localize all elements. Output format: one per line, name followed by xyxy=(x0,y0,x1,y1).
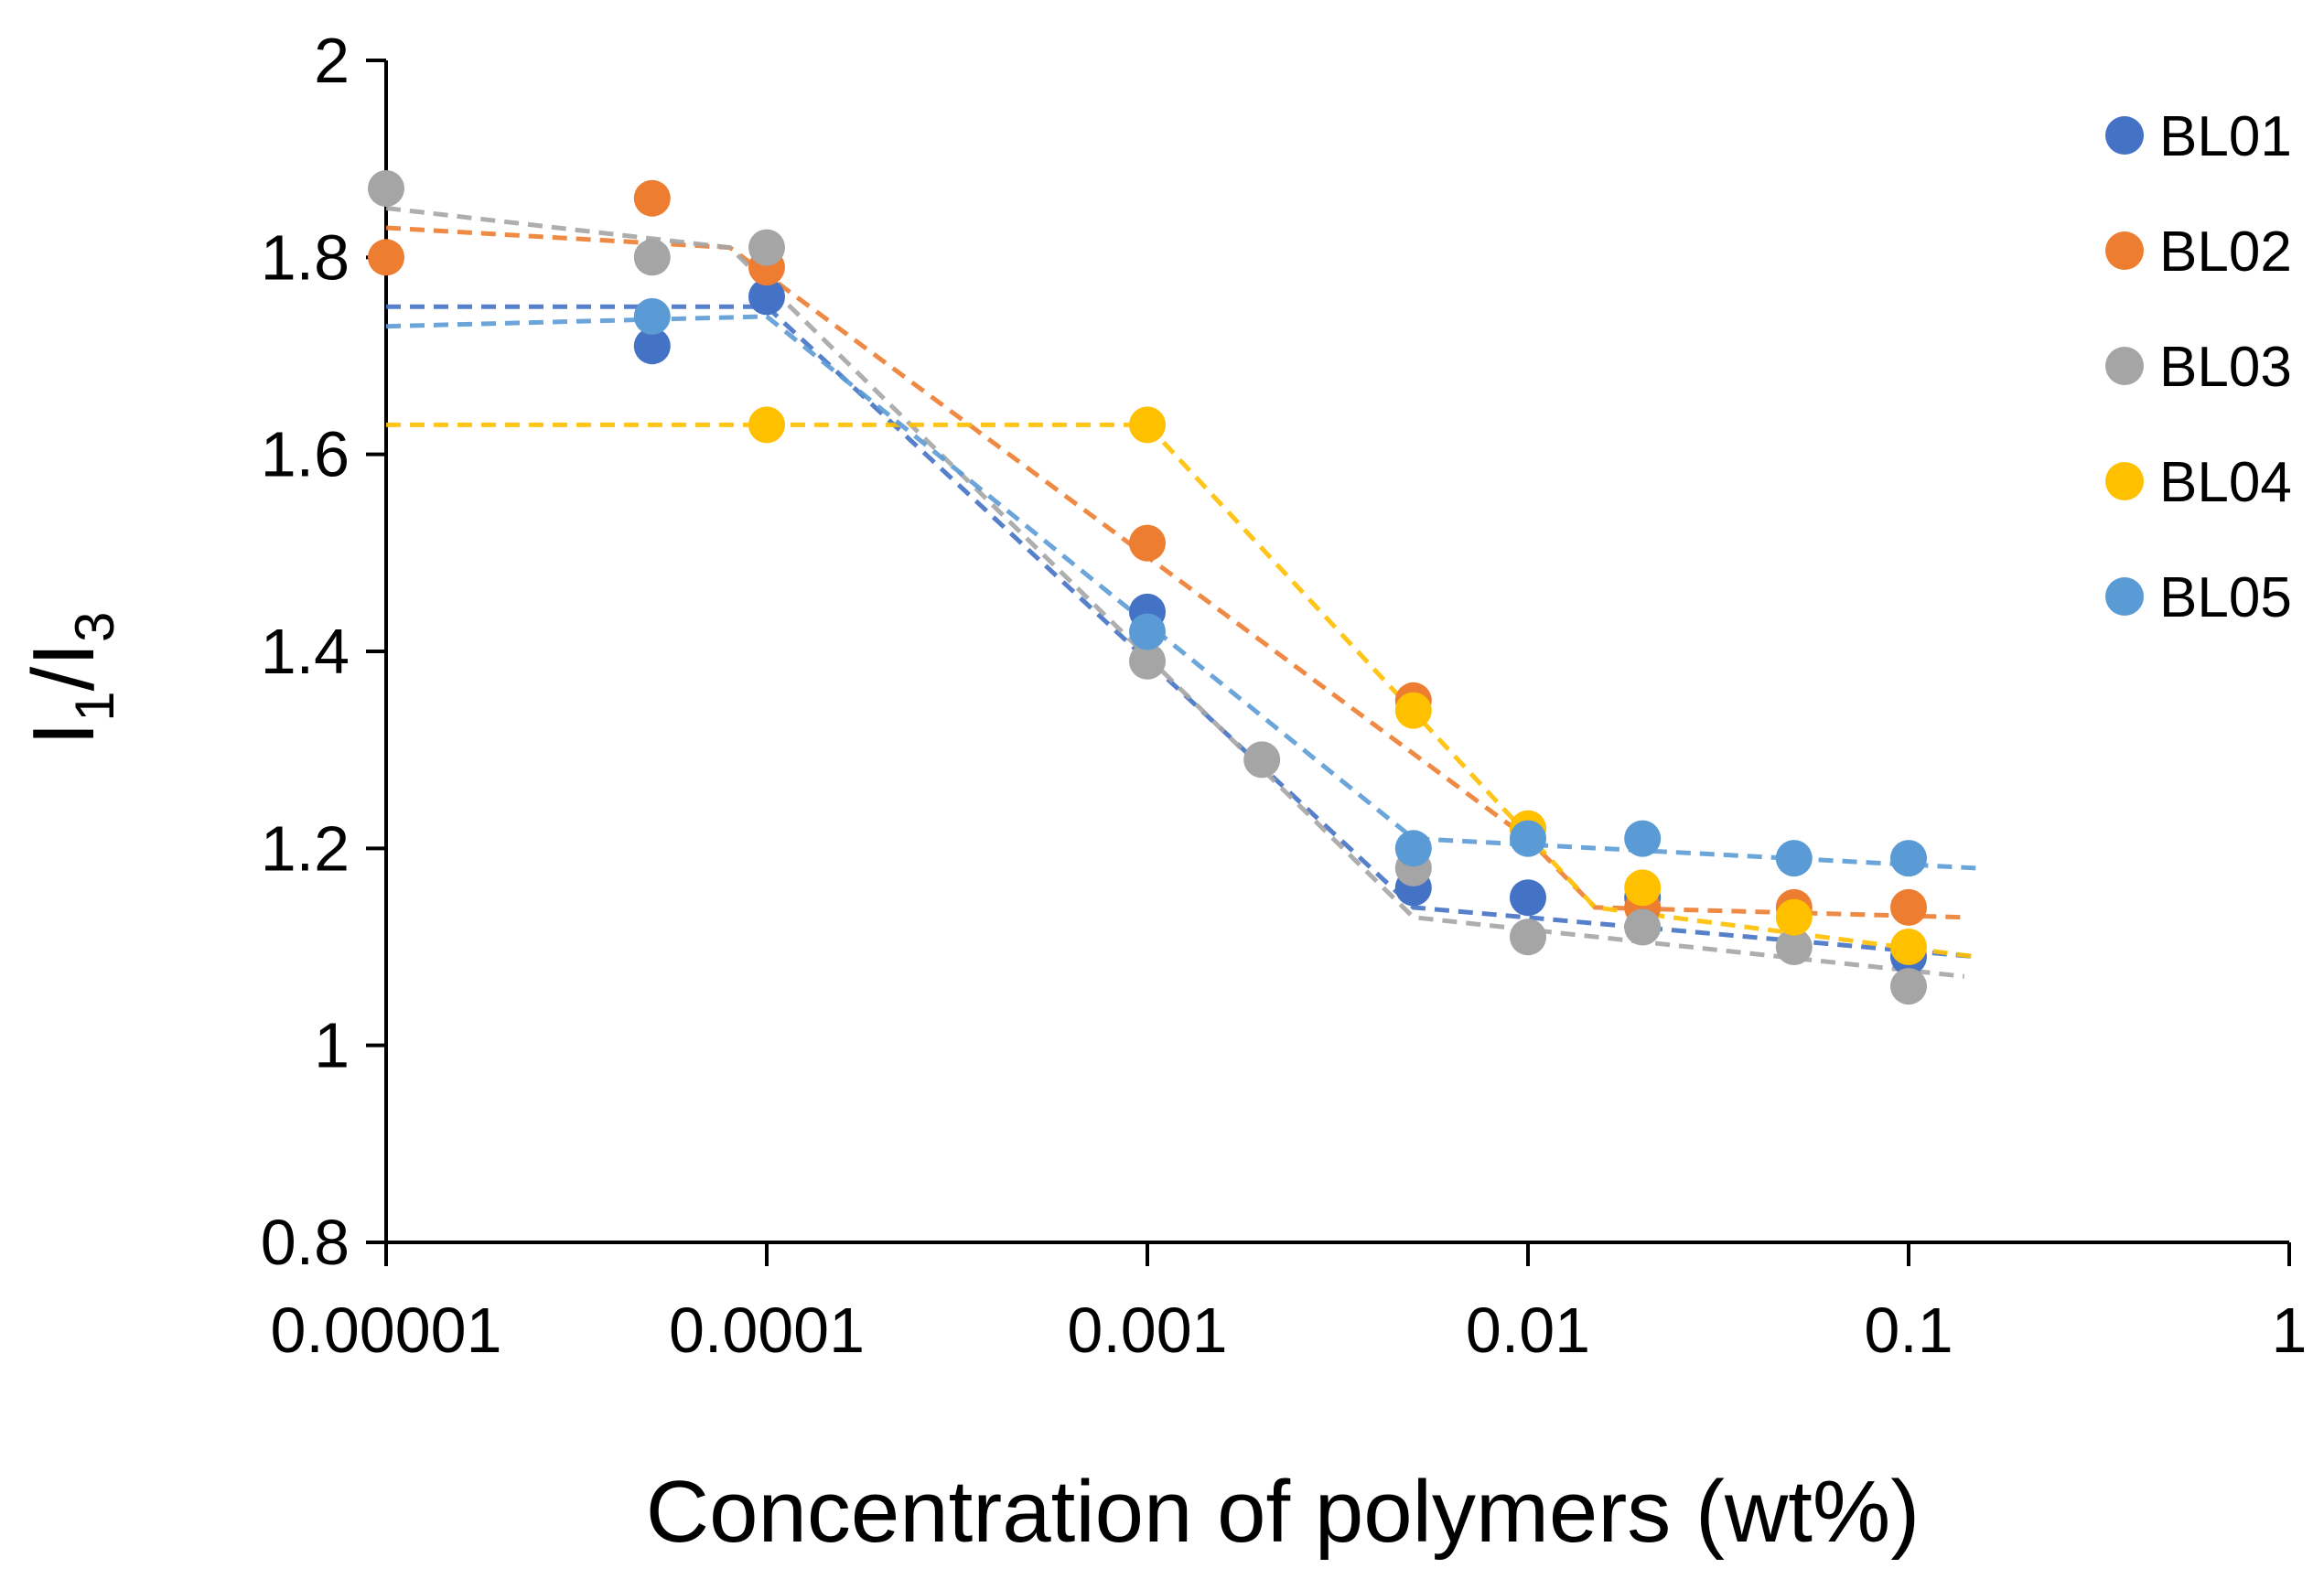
trendline-bl01 xyxy=(386,304,1976,960)
x-axis-title: Concentration of polymers (wt%) xyxy=(646,1463,1921,1561)
data-point-bl03 xyxy=(1129,642,1166,680)
legend-label-bl03: BL03 xyxy=(2159,336,2292,399)
trendline-bl03 xyxy=(385,206,1965,979)
y-tick-label: 2 xyxy=(314,25,350,96)
data-point-bl04 xyxy=(1129,406,1166,444)
x-tick-label: 0.01 xyxy=(1466,1295,1590,1366)
data-point-bl04 xyxy=(1890,929,1927,965)
data-point-bl03 xyxy=(1890,968,1927,1005)
y-axis-title-sub2: 3 xyxy=(64,612,125,642)
data-point-bl02 xyxy=(1129,524,1166,562)
y-tick-label: 1 xyxy=(314,1010,350,1081)
data-point-bl02 xyxy=(368,239,404,276)
data-point-bl04 xyxy=(1394,692,1432,729)
data-points xyxy=(368,170,1927,1005)
x-tick-label: 0.00001 xyxy=(270,1295,501,1366)
y-tick-label: 1.8 xyxy=(261,221,350,293)
data-point-bl03 xyxy=(748,229,785,266)
data-point-bl03 xyxy=(1624,908,1662,946)
data-point-bl03 xyxy=(368,170,404,207)
trendlines xyxy=(385,206,1976,979)
legend-marker-bl02 xyxy=(2105,231,2144,270)
y-tick-label: 1.2 xyxy=(261,812,350,884)
data-point-bl01 xyxy=(1510,879,1546,917)
y-axis-title-sep: /I xyxy=(15,642,113,691)
legend-marker-bl01 xyxy=(2105,116,2144,155)
legend-label-bl02: BL02 xyxy=(2159,220,2292,284)
data-point-bl05 xyxy=(1394,830,1432,867)
data-point-bl05 xyxy=(1624,820,1662,857)
data-point-bl02 xyxy=(1890,888,1927,926)
x-tick-label: 0.1 xyxy=(1864,1295,1953,1366)
data-point-bl05 xyxy=(1775,840,1813,877)
trendline-bl05 xyxy=(385,314,1976,871)
y-tick-label: 1.6 xyxy=(261,419,350,490)
x-tick-label: 0.001 xyxy=(1067,1295,1227,1366)
y-tick-label: 1.4 xyxy=(261,616,350,687)
x-tick-label: 1 xyxy=(2272,1295,2308,1366)
legend-label-bl01: BL01 xyxy=(2159,105,2292,168)
y-axis-title-sub1: 1 xyxy=(64,691,125,721)
legend-marker-bl03 xyxy=(2105,347,2144,385)
data-point-bl03 xyxy=(1243,741,1281,779)
legend-label-bl05: BL05 xyxy=(2159,566,2292,629)
y-axis-title: I1/I3 xyxy=(15,612,125,747)
legend: BL01 BL02 BL03 BL04 BL05 xyxy=(2105,105,2292,629)
legend-label-bl04: BL04 xyxy=(2159,451,2292,514)
data-point-bl05 xyxy=(633,297,671,335)
data-point-bl04 xyxy=(748,406,785,444)
data-point-bl04 xyxy=(1775,898,1813,936)
y-tick-label: 0.8 xyxy=(261,1207,350,1278)
data-point-bl03 xyxy=(1510,919,1546,956)
data-point-bl05 xyxy=(1890,840,1927,877)
data-point-bl05 xyxy=(1510,820,1546,857)
data-point-bl03 xyxy=(633,239,671,276)
trendline-bl02 xyxy=(385,225,1964,920)
y-axis-title-main: I xyxy=(15,722,113,747)
data-point-bl03 xyxy=(1775,929,1813,965)
legend-marker-bl04 xyxy=(2105,462,2144,500)
data-point-bl05 xyxy=(1129,613,1166,650)
data-point-bl01 xyxy=(748,278,785,316)
data-point-bl04 xyxy=(1624,869,1662,907)
data-point-bl02 xyxy=(633,179,671,217)
axes: 0.8 1 1.2 1.4 1.6 1.8 2 0.00001 0.0001 0.001 0.01 0… xyxy=(261,25,2308,1366)
legend-marker-bl05 xyxy=(2105,577,2144,616)
x-tick-label: 0.0001 xyxy=(669,1295,865,1366)
data-point-bl01 xyxy=(633,328,671,365)
